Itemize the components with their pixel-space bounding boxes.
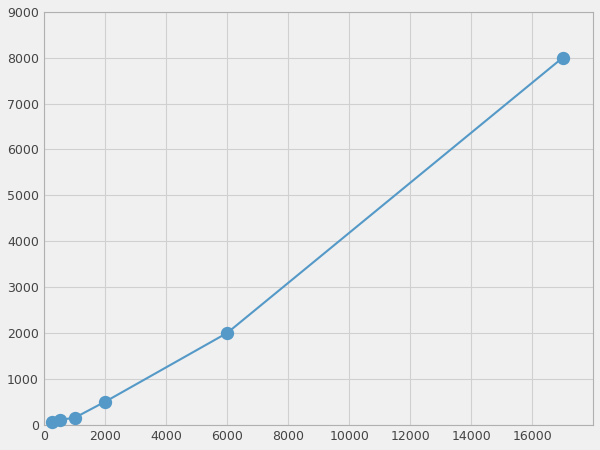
Point bbox=[101, 398, 110, 405]
Point bbox=[47, 418, 57, 425]
Point bbox=[558, 54, 568, 61]
Point bbox=[223, 329, 232, 337]
Point bbox=[55, 416, 65, 423]
Point bbox=[70, 414, 80, 421]
